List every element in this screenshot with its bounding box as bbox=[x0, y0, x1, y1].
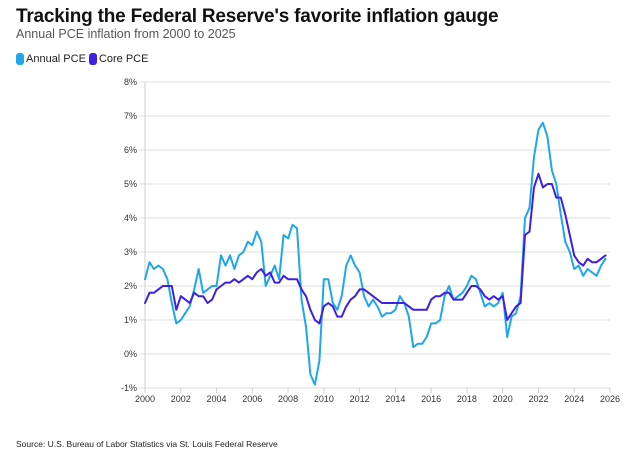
legend-label-annual-pce: Annual PCE bbox=[26, 53, 86, 65]
legend-item-annual-pce[interactable]: Annual PCE bbox=[16, 53, 86, 65]
legend: Annual PCE Core PCE bbox=[16, 53, 151, 65]
y-tick-label: 0% bbox=[124, 349, 137, 359]
x-tick-label: 2018 bbox=[457, 394, 477, 404]
x-tick-label: 2016 bbox=[421, 394, 441, 404]
x-tick-label: 2012 bbox=[350, 394, 370, 404]
x-tick-label: 2002 bbox=[171, 394, 191, 404]
y-tick-label: 3% bbox=[124, 247, 137, 257]
legend-swatch-core-pce bbox=[88, 53, 97, 65]
series-lines bbox=[144, 121, 607, 386]
y-tick-label: 2% bbox=[124, 281, 137, 291]
series-line-annual-pce bbox=[144, 121, 607, 386]
x-tick-label: 2020 bbox=[493, 394, 513, 404]
y-axis: -1% 0% 1% 2% 3% 4% 5% 6% 7% 8% bbox=[121, 77, 137, 393]
series-line-core-pce bbox=[144, 172, 607, 325]
x-tick-label: 2000 bbox=[135, 394, 155, 404]
legend-swatch-annual-pce bbox=[16, 53, 24, 65]
y-tick-label: 1% bbox=[124, 315, 137, 325]
x-tick-label: 2010 bbox=[314, 394, 334, 404]
legend-item-core-pce[interactable]: Core PCE bbox=[88, 53, 149, 65]
x-axis: 2000 2002 2004 2006 2008 2010 2012 2014 2016 2018… bbox=[135, 388, 620, 404]
x-tick-label: 2008 bbox=[278, 394, 298, 404]
x-tick-label: 2004 bbox=[207, 394, 227, 404]
y-tick-label: 6% bbox=[124, 145, 137, 155]
x-tick-label: 2006 bbox=[242, 394, 262, 404]
y-tick-label: 7% bbox=[124, 111, 137, 121]
chart-subtitle: Annual PCE inflation from 2000 to 2025 bbox=[16, 27, 236, 41]
y-tick-label: 5% bbox=[124, 179, 137, 189]
gridlines bbox=[139, 81, 610, 393]
chart-title: Tracking the Federal Reserve's favorite … bbox=[16, 6, 499, 27]
y-tick-label: 8% bbox=[124, 77, 137, 87]
x-tick-label: 2026 bbox=[600, 394, 620, 404]
x-tick-label: 2024 bbox=[564, 394, 584, 404]
y-tick-label: 4% bbox=[124, 213, 137, 223]
x-tick-label: 2022 bbox=[528, 394, 548, 404]
legend-label-core-pce: Core PCE bbox=[98, 53, 149, 65]
source-note: Source: U.S. Bureau of Labor Statistics … bbox=[16, 439, 278, 449]
x-tick-label: 2014 bbox=[385, 394, 405, 404]
y-tick-label: -1% bbox=[121, 383, 137, 393]
